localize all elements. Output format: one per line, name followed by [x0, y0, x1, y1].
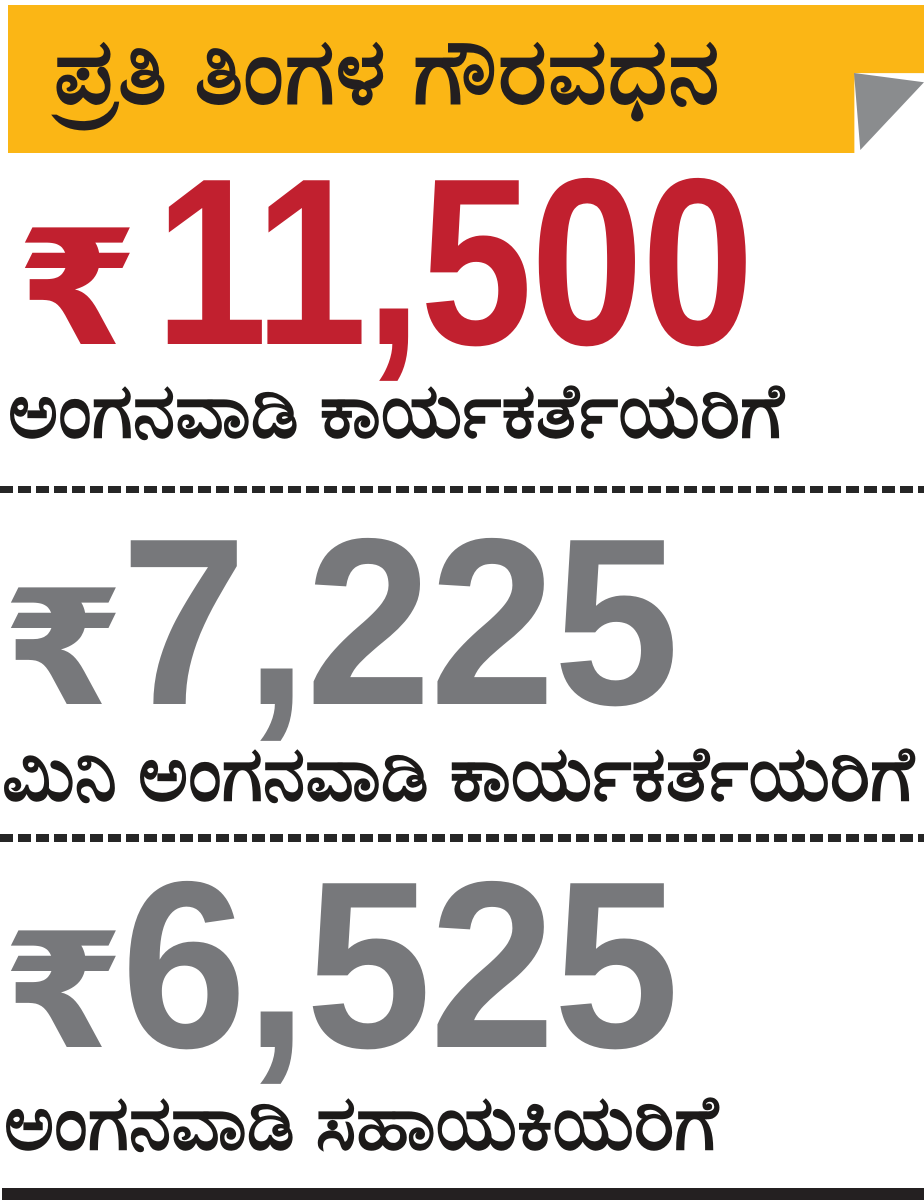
amount-value: 7,225 — [121, 490, 679, 755]
entry-row-anganwadi-helper: ₹ 6,525 — [2, 847, 707, 1085]
header-banner: ಪ್ರತಿ ತಿಂಗಳ ಗೌರವಧನ — [8, 5, 924, 153]
entry-label: ಅಂಗನವಾಡಿ ಸಹಾಯಕಿಯರಿಗೆ — [4, 1081, 719, 1166]
amount-value: 6,525 — [121, 833, 679, 1098]
folded-corner-icon — [854, 73, 924, 150]
rupee-symbol: ₹ — [2, 555, 125, 742]
page-title: ಪ್ರತಿ ತಿಂಗಳ ಗೌರವಧನ — [54, 21, 721, 123]
entry-row-anganwadi-worker: ₹ 11,500 — [16, 144, 858, 382]
bottom-bar — [2, 1188, 924, 1200]
entry-row-mini-anganwadi-worker: ₹ 7,225 — [2, 504, 707, 742]
amount-row: ₹ 6,525 — [2, 847, 707, 1085]
rupee-symbol: ₹ — [2, 898, 125, 1085]
amount-row: ₹ 11,500 — [16, 144, 858, 382]
entry-label: ಅಂಗನವಾಡಿ ಕಾರ್ಯಕರ್ತೆಯರಿಗೆ — [8, 369, 785, 454]
entry-label: ಮಿನಿ ಅಂಗನವಾಡಿ ಕಾರ್ಯಕರ್ತೆಯರಿಗೆ — [2, 732, 915, 817]
amount-value: 11,500 — [155, 130, 754, 395]
dashed-divider — [0, 834, 924, 842]
amount-row: ₹ 7,225 — [2, 504, 707, 742]
dashed-divider — [0, 486, 924, 493]
rupee-symbol: ₹ — [16, 195, 139, 382]
